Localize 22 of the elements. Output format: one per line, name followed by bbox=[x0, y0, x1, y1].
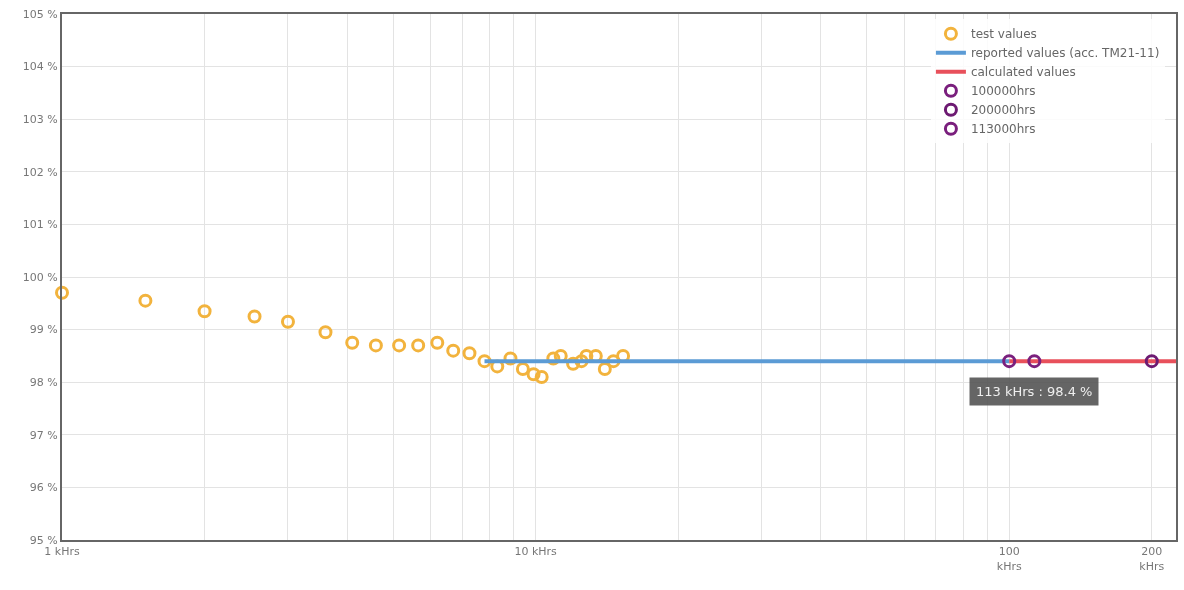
y-tick-label: 95 % bbox=[29, 533, 58, 547]
legend-label: test values bbox=[970, 27, 1037, 42]
y-tick-label: 101 % bbox=[22, 218, 58, 232]
x-tick-label: 100 kHrs bbox=[996, 545, 1022, 573]
y-tick-label: 103 % bbox=[22, 113, 58, 127]
legend-label: calculated values bbox=[970, 65, 1076, 80]
y-tick-label: 100 % bbox=[22, 270, 58, 284]
legend-label: 100000hrs bbox=[970, 84, 1036, 99]
y-tick-label: 105 % bbox=[22, 7, 58, 21]
legend-label: 200000hrs bbox=[970, 103, 1036, 118]
x-tick-label: 200 kHrs bbox=[1139, 545, 1165, 573]
x-tick-label: 1 kHrs bbox=[44, 545, 80, 559]
legend-label: 113000hrs bbox=[970, 122, 1036, 137]
annotation: 113 kHrs : 98.4 % bbox=[976, 384, 1093, 399]
y-tick-label: 97 % bbox=[29, 428, 58, 442]
x-tick-label: 10 kHrs bbox=[514, 545, 558, 559]
y-tick-label: 104 % bbox=[22, 60, 58, 74]
y-tick-label: 102 % bbox=[22, 165, 58, 179]
legend-label: reported values (acc. TM21-11) bbox=[970, 46, 1160, 61]
y-tick-label: 98 % bbox=[29, 376, 58, 390]
y-tick-label: 96 % bbox=[29, 481, 58, 495]
y-tick-label: 99 % bbox=[29, 323, 58, 337]
